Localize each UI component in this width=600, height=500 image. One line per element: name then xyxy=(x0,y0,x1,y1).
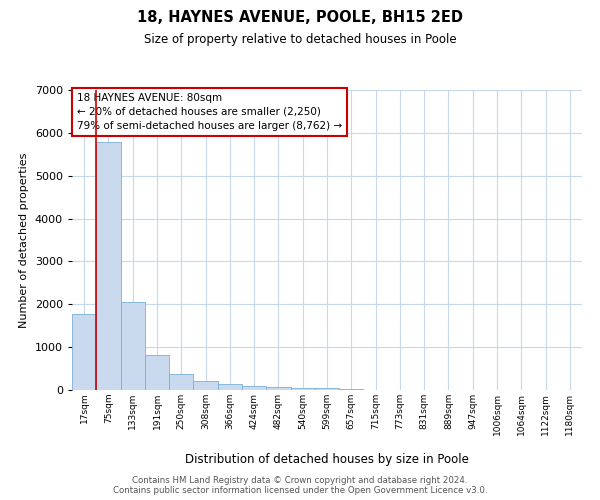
Text: Distribution of detached houses by size in Poole: Distribution of detached houses by size … xyxy=(185,452,469,466)
Bar xyxy=(72,314,96,390)
Y-axis label: Number of detached properties: Number of detached properties xyxy=(19,152,29,328)
Bar xyxy=(339,388,364,390)
Bar xyxy=(290,388,315,390)
Text: Contains HM Land Registry data © Crown copyright and database right 2024.
Contai: Contains HM Land Registry data © Crown c… xyxy=(113,476,487,495)
Bar xyxy=(169,374,193,390)
Bar xyxy=(193,380,218,390)
Bar xyxy=(266,386,290,390)
Text: 18 HAYNES AVENUE: 80sqm
← 20% of detached houses are smaller (2,250)
79% of semi: 18 HAYNES AVENUE: 80sqm ← 20% of detache… xyxy=(77,93,342,131)
Bar xyxy=(242,386,266,390)
Text: Size of property relative to detached houses in Poole: Size of property relative to detached ho… xyxy=(143,32,457,46)
Bar xyxy=(218,384,242,390)
Bar xyxy=(96,142,121,390)
Bar xyxy=(315,388,339,390)
Bar xyxy=(145,355,169,390)
Text: 18, HAYNES AVENUE, POOLE, BH15 2ED: 18, HAYNES AVENUE, POOLE, BH15 2ED xyxy=(137,10,463,25)
Bar xyxy=(121,302,145,390)
